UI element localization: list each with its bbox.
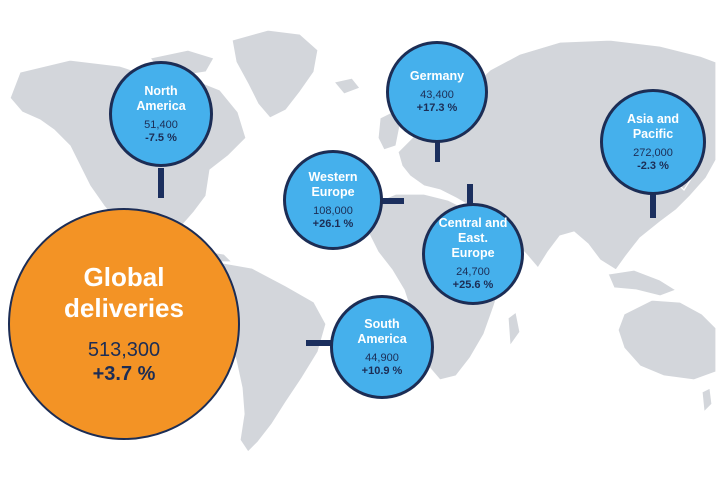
region-name: South America bbox=[357, 316, 407, 346]
bubble-germany: Germany 43,400 +17.3 % bbox=[386, 41, 488, 143]
new-zealand-landmass bbox=[701, 387, 713, 414]
bubble-north-america: North America 51,400 -7.5 % bbox=[109, 61, 213, 167]
region-value: 108,000 bbox=[313, 204, 353, 217]
bubble-western-europe: Western Europe 108,000 +26.1 % bbox=[283, 150, 383, 250]
madagascar-landmass bbox=[507, 310, 521, 348]
region-change: +25.6 % bbox=[452, 279, 494, 291]
region-change: +26.1 % bbox=[312, 217, 354, 230]
bubble-central-east-europe: Central and East. Europe 24,700 +25.6 % bbox=[422, 203, 524, 305]
region-name: Asia and Pacific bbox=[626, 111, 680, 141]
iceland-landmass bbox=[332, 77, 361, 95]
connector-central-east-europe bbox=[467, 184, 473, 208]
region-value: 24,700 bbox=[456, 266, 490, 278]
bubble-south-america: South America 44,900 +10.9 % bbox=[330, 295, 434, 399]
connector-asia-pacific bbox=[650, 194, 656, 218]
region-value: 51,400 bbox=[144, 118, 178, 131]
region-name: North America bbox=[136, 83, 186, 113]
region-name: Western Europe bbox=[308, 169, 358, 199]
bubble-asia-pacific: Asia and Pacific 272,000 -2.3 % bbox=[600, 89, 706, 195]
global-change: +3.7 % bbox=[92, 363, 156, 385]
southeast-asia-islands bbox=[607, 269, 678, 297]
connector-western-europe bbox=[380, 198, 404, 204]
region-name: Germany bbox=[409, 69, 465, 83]
greenland-landmass bbox=[231, 29, 319, 119]
region-change: -7.5 % bbox=[145, 131, 177, 144]
region-change: +10.9 % bbox=[361, 364, 403, 377]
region-value: 43,400 bbox=[420, 89, 454, 101]
global-value: 513,300 bbox=[87, 339, 161, 361]
connector-south-america bbox=[306, 340, 332, 346]
connector-germany bbox=[435, 138, 440, 162]
region-value: 272,000 bbox=[633, 146, 673, 159]
bubble-global-deliveries: Global deliveries 513,300 +3.7 % bbox=[8, 208, 240, 440]
region-name: Central and East. Europe bbox=[438, 216, 508, 260]
region-change: -2.3 % bbox=[637, 159, 669, 172]
region-change: +17.3 % bbox=[416, 102, 458, 114]
australia-landmass bbox=[617, 299, 716, 381]
region-value: 44,900 bbox=[365, 351, 399, 364]
connector-north-america bbox=[158, 168, 164, 198]
global-title: Global deliveries bbox=[64, 262, 184, 323]
